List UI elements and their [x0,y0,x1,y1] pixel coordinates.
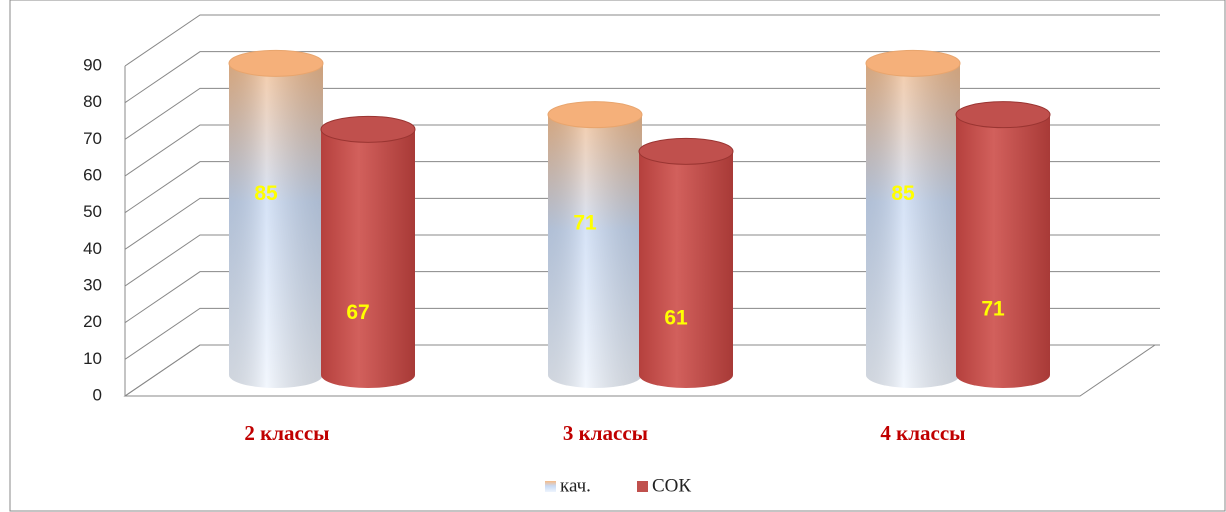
y-tick-label: 70 [83,129,102,148]
value-label: 85 [891,182,915,205]
y-tick-label: 80 [83,92,102,111]
y-tick-label: 10 [83,349,102,368]
cylinder-shade [548,101,642,389]
y-tick-label: 30 [83,275,102,294]
value-label: 61 [664,307,688,330]
grid-line [124,161,1160,214]
cylinder-top [638,137,734,165]
grid-line [124,87,1160,140]
cylinder [956,101,1050,389]
y-tick-label: 20 [83,312,102,331]
cylinder-shade [866,50,960,388]
grid-line [124,234,1160,287]
legend-swatch [545,481,556,492]
grid-line [124,14,1160,67]
value-label: 71 [981,297,1005,320]
cylinder-top [228,49,324,77]
cylinder-shade [229,50,323,388]
x-tick-label: 2 классы [244,421,329,445]
cylinder-top [547,101,643,129]
value-label: 85 [254,182,278,205]
grid-line [124,307,1160,360]
value-label: 67 [346,301,369,324]
y-tick-label: 40 [83,239,102,258]
cylinder [321,116,415,388]
grid-line [124,124,1160,177]
plot: 0 10 20 30 40 50 60 70 80 90 2 классы 85 67 3 классы 7… [83,14,1160,445]
cylinder [639,138,733,388]
legend-swatch [637,481,648,492]
grid-line [124,197,1160,250]
legend-label: кач. [560,475,591,496]
x-tick-label: 4 классы [880,421,965,445]
cylinder-top [955,101,1051,129]
cylinder-top [865,49,961,77]
value-label: 71 [573,212,597,235]
grid-line [124,271,1160,324]
grid-line [124,344,1160,397]
y-tick-label: 0 [93,385,102,404]
y-tick-label: 50 [83,202,102,221]
legend-label: СОК [652,475,691,496]
cylinder-top [320,115,416,143]
grid-line [124,51,1160,104]
y-tick-label: 90 [83,55,102,74]
y-tick-label: 60 [83,165,102,184]
frame [9,0,1226,512]
x-tick-label: 3 классы [563,421,648,445]
